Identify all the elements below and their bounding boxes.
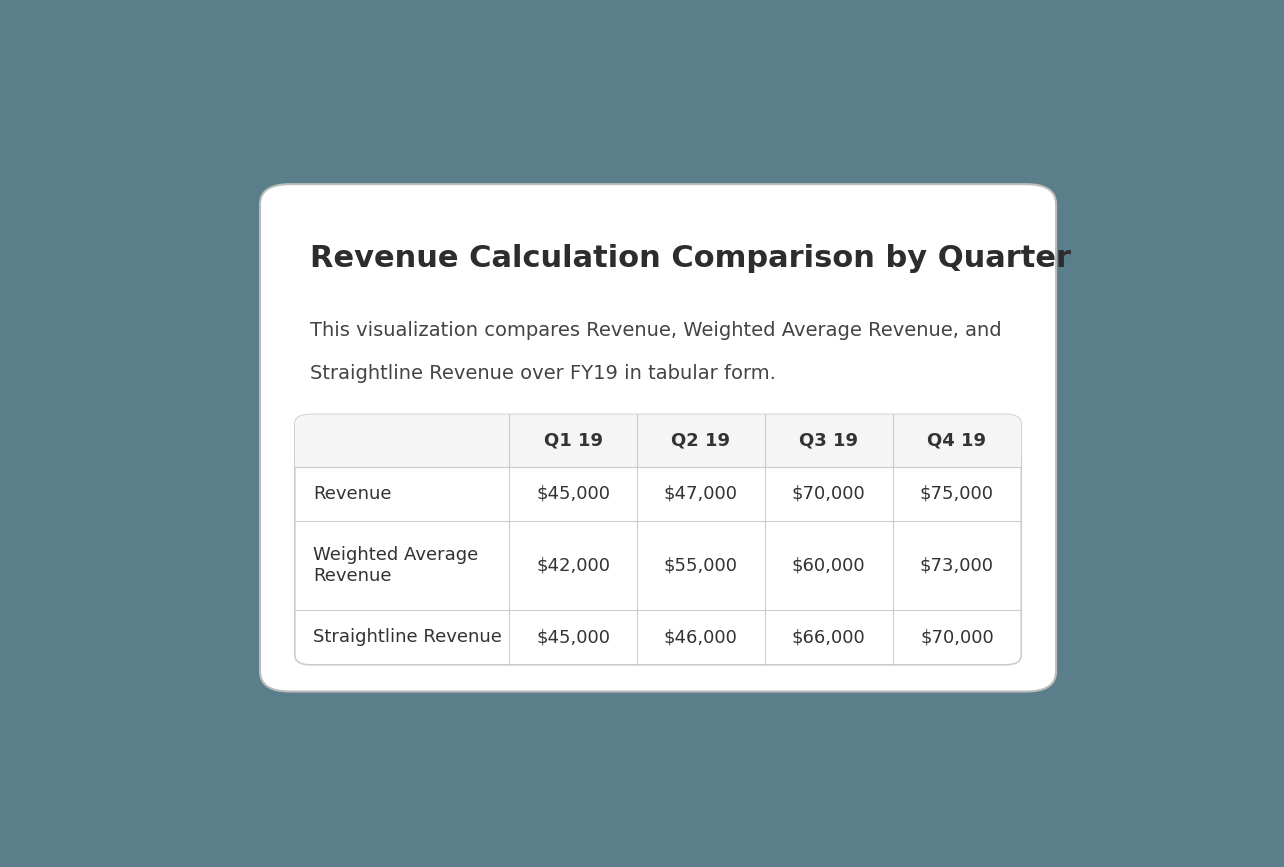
Text: Straightline Revenue over FY19 in tabular form.: Straightline Revenue over FY19 in tabula… <box>309 364 776 383</box>
Text: $47,000: $47,000 <box>664 485 738 503</box>
Text: Q4 19: Q4 19 <box>927 432 986 450</box>
Text: $45,000: $45,000 <box>535 485 610 503</box>
Bar <box>295 440 1021 467</box>
Text: $55,000: $55,000 <box>664 557 738 574</box>
FancyBboxPatch shape <box>295 414 1021 467</box>
Text: $45,000: $45,000 <box>535 629 610 646</box>
Text: Q2 19: Q2 19 <box>672 432 731 450</box>
Text: $75,000: $75,000 <box>919 485 994 503</box>
Text: $66,000: $66,000 <box>792 629 865 646</box>
Text: Q1 19: Q1 19 <box>543 432 602 450</box>
FancyBboxPatch shape <box>295 414 1021 665</box>
Text: $60,000: $60,000 <box>792 557 865 574</box>
Text: Revenue Calculation Comparison by Quarter: Revenue Calculation Comparison by Quarte… <box>309 244 1071 273</box>
Text: Weighted Average
Revenue: Weighted Average Revenue <box>313 546 478 584</box>
Text: Revenue: Revenue <box>313 485 392 503</box>
Text: Q3 19: Q3 19 <box>799 432 858 450</box>
Text: $46,000: $46,000 <box>664 629 738 646</box>
Text: $70,000: $70,000 <box>921 629 994 646</box>
FancyBboxPatch shape <box>259 184 1057 692</box>
Text: $70,000: $70,000 <box>792 485 865 503</box>
Text: $73,000: $73,000 <box>919 557 994 574</box>
Text: Straightline Revenue: Straightline Revenue <box>313 629 502 646</box>
Text: This visualization compares Revenue, Weighted Average Revenue, and: This visualization compares Revenue, Wei… <box>309 321 1002 340</box>
Text: $42,000: $42,000 <box>535 557 610 574</box>
